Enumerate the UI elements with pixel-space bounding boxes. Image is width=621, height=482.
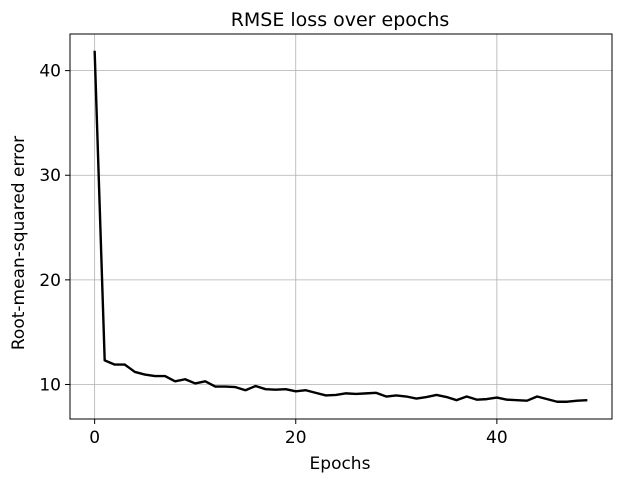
x-tick-label: 20 bbox=[285, 428, 307, 448]
y-tick-label: 30 bbox=[39, 166, 61, 186]
y-tick-label: 20 bbox=[39, 271, 61, 291]
y-tick-label: 10 bbox=[39, 375, 61, 395]
x-tick-label: 0 bbox=[89, 428, 100, 448]
plot-frame bbox=[69, 33, 613, 420]
series-layer bbox=[93, 50, 588, 403]
grid bbox=[70, 34, 612, 419]
x-tick-label: 40 bbox=[486, 428, 508, 448]
y-axis-label: Root-mean-squared error bbox=[9, 136, 29, 350]
y-tick-label: 40 bbox=[39, 62, 61, 82]
ticks: 0 20 40 10 20 30 40 bbox=[39, 62, 507, 448]
x-axis-label: Epochs bbox=[310, 454, 371, 474]
chart-title: RMSE loss over epochs bbox=[231, 9, 450, 31]
series-line bbox=[93, 50, 588, 403]
